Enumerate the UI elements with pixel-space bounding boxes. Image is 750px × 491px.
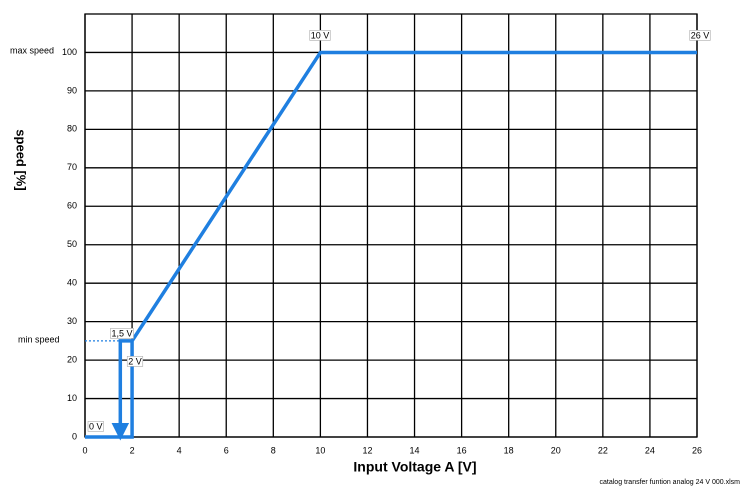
y-tick-label: 0: [72, 431, 77, 441]
y-axis-label: speed [%]: [14, 129, 29, 190]
footnote: catalog transfer funtion analog 24 V 000…: [600, 479, 741, 486]
annotation: 1,5 V: [111, 328, 132, 338]
annotation: min speed: [18, 334, 60, 344]
annotation: max speed: [10, 45, 54, 55]
annotation-box: [87, 421, 104, 432]
y-tick-label: 60: [67, 201, 77, 211]
x-tick-label: 18: [504, 445, 514, 455]
annotation: 2 V: [128, 356, 142, 366]
y-tick-label: 80: [67, 124, 77, 134]
y-tick-label: 40: [67, 278, 77, 288]
x-axis-label: Input Voltage A [V]: [353, 459, 476, 475]
y-tick-label: 100: [62, 47, 77, 57]
y-tick-label: 30: [67, 316, 77, 326]
x-tick-label: 26: [692, 445, 702, 455]
annotation-box: [689, 30, 711, 41]
x-tick-label: 10: [315, 445, 325, 455]
annotation-box: [110, 328, 134, 339]
x-tick-label: 20: [551, 445, 561, 455]
x-tick-label: 12: [362, 445, 372, 455]
x-tick-label: 14: [410, 445, 420, 455]
y-tick-label: 90: [67, 85, 77, 95]
annotation-box: [309, 30, 331, 41]
x-tick-label: 24: [645, 445, 655, 455]
annotation: 26 V: [691, 30, 710, 40]
x-tick-label: 0: [82, 445, 87, 455]
annotation-box: [126, 356, 144, 367]
y-tick-label: 70: [67, 162, 77, 172]
y-tick-label: 20: [67, 354, 77, 364]
plot-frame: [84, 13, 698, 438]
x-tick-label: 4: [177, 445, 182, 455]
x-tick-label: 6: [224, 445, 229, 455]
x-tick-label: 2: [130, 445, 135, 455]
x-tick-label: 16: [457, 445, 467, 455]
annotation: 0 V: [89, 421, 103, 431]
x-tick-label: 8: [271, 445, 276, 455]
y-tick-label: 50: [67, 239, 77, 249]
line-series: [111, 339, 133, 441]
y-tick-label: 10: [67, 393, 77, 403]
x-tick-label: 22: [598, 445, 608, 455]
annotation: 10 V: [311, 30, 330, 40]
